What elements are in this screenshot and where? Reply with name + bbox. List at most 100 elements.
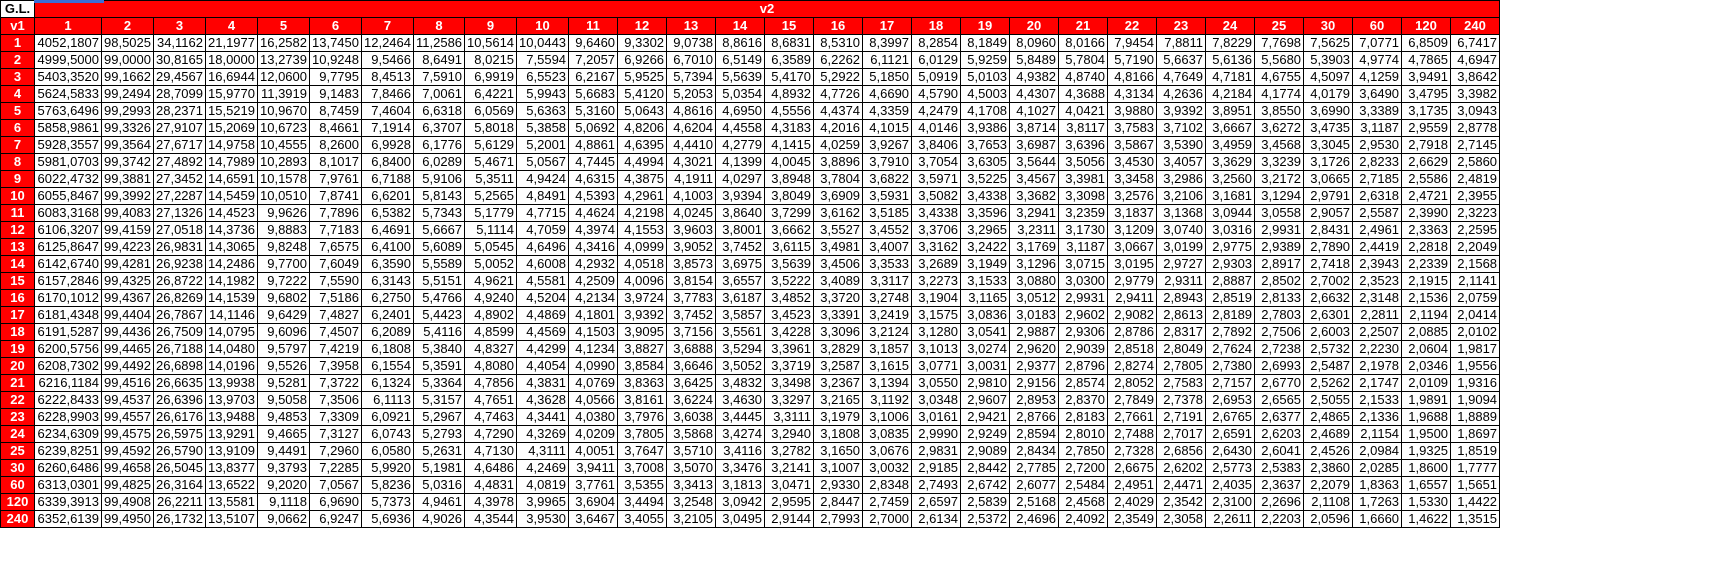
table-cell[interactable]: 3,0836: [960, 306, 1011, 324]
table-cell[interactable]: 2,4721: [1401, 187, 1452, 205]
table-cell[interactable]: 4,1003: [666, 187, 717, 205]
table-cell[interactable]: 3,0199: [1156, 238, 1207, 256]
table-cell[interactable]: 27,6717: [153, 136, 206, 154]
table-cell[interactable]: 4,5097: [1303, 68, 1354, 86]
table-cell[interactable]: 99,4083: [101, 204, 154, 222]
table-cell[interactable]: 5,2001: [516, 136, 570, 154]
table-cell[interactable]: 2,5586: [1401, 170, 1452, 188]
table-cell[interactable]: 3,6467: [568, 510, 619, 528]
table-cell[interactable]: 6,0129: [911, 51, 962, 69]
table-cell[interactable]: 2,9411: [1107, 289, 1158, 307]
table-cell[interactable]: 99,4223: [101, 238, 154, 256]
table-cell[interactable]: 6142,6740: [34, 255, 102, 273]
table-cell[interactable]: 4,1553: [617, 221, 668, 239]
table-cell[interactable]: 3,3719: [764, 357, 815, 375]
table-cell[interactable]: 3,4981: [813, 238, 864, 256]
table-cell[interactable]: 9,2020: [257, 476, 310, 494]
table-cell[interactable]: 5,4671: [464, 153, 518, 171]
table-cell[interactable]: 6,1121: [862, 51, 913, 69]
column-header-v2-18[interactable]: 18: [911, 17, 962, 35]
table-cell[interactable]: 5,5680: [1254, 51, 1305, 69]
table-cell[interactable]: 2,1141: [1450, 272, 1501, 290]
table-cell[interactable]: 4,4307: [1009, 85, 1060, 103]
table-cell[interactable]: 2,7418: [1303, 255, 1354, 273]
table-cell[interactable]: 2,8887: [1205, 272, 1256, 290]
table-cell[interactable]: 2,7488: [1107, 425, 1158, 443]
row-header-v1[interactable]: 25: [0, 442, 35, 460]
column-header-v2-24[interactable]: 24: [1205, 17, 1256, 35]
table-cell[interactable]: 3,9095: [617, 323, 668, 341]
table-cell[interactable]: 5,7394: [666, 68, 717, 86]
table-cell[interactable]: 3,5052: [715, 357, 766, 375]
column-header-v2-19[interactable]: 19: [960, 17, 1011, 35]
table-cell[interactable]: 3,6162: [813, 204, 864, 222]
column-header-v2-21[interactable]: 21: [1058, 17, 1109, 35]
table-cell[interactable]: 4,5556: [764, 102, 815, 120]
table-cell[interactable]: 2,7002: [1303, 272, 1354, 290]
table-cell[interactable]: 7,9761: [309, 170, 362, 188]
table-cell[interactable]: 4,5204: [516, 289, 570, 307]
table-cell[interactable]: 27,9107: [153, 119, 206, 137]
column-header-v2-1[interactable]: 1: [34, 17, 102, 35]
table-cell[interactable]: 2,7493: [911, 476, 962, 494]
table-cell[interactable]: 4,6008: [516, 255, 570, 273]
table-cell[interactable]: 2,6591: [1205, 425, 1256, 443]
table-cell[interactable]: 99,3564: [101, 136, 154, 154]
table-cell[interactable]: 3,4630: [715, 391, 766, 409]
table-cell[interactable]: 9,3793: [257, 459, 310, 477]
row-header-v1[interactable]: 2: [0, 51, 35, 69]
table-cell[interactable]: 3,1187: [1352, 119, 1403, 137]
table-cell[interactable]: 3,1368: [1156, 204, 1207, 222]
table-cell[interactable]: 3,3982: [1450, 85, 1501, 103]
table-cell[interactable]: 2,0984: [1352, 442, 1403, 460]
table-cell[interactable]: 2,6377: [1254, 408, 1305, 426]
table-cell[interactable]: 5,2565: [464, 187, 518, 205]
table-cell[interactable]: 3,1857: [862, 340, 913, 358]
column-header-v2-17[interactable]: 17: [862, 17, 913, 35]
table-cell[interactable]: 2,6597: [911, 493, 962, 511]
table-cell[interactable]: 14,3736: [205, 221, 258, 239]
table-cell[interactable]: 2,6632: [1303, 289, 1354, 307]
table-cell[interactable]: 3,1726: [1303, 153, 1354, 171]
table-cell[interactable]: 9,4665: [257, 425, 310, 443]
table-cell[interactable]: 2,9082: [1107, 306, 1158, 324]
table-cell[interactable]: 26,8722: [153, 272, 206, 290]
table-cell[interactable]: 2,2611: [1205, 510, 1256, 528]
table-cell[interactable]: 3,7647: [617, 442, 668, 460]
table-cell[interactable]: 3,0715: [1058, 255, 1109, 273]
table-cell[interactable]: 3,8161: [617, 391, 668, 409]
table-cell[interactable]: 3,0300: [1058, 272, 1109, 290]
table-cell[interactable]: 3,4228: [764, 323, 815, 341]
table-cell[interactable]: 2,9530: [1352, 136, 1403, 154]
table-cell[interactable]: 26,7867: [153, 306, 206, 324]
table-cell[interactable]: 6,9247: [309, 510, 362, 528]
table-cell[interactable]: 2,8274: [1107, 357, 1158, 375]
table-cell[interactable]: 2,1336: [1352, 408, 1403, 426]
table-cell[interactable]: 1,9325: [1401, 442, 1452, 460]
table-cell[interactable]: 5,7190: [1107, 51, 1158, 69]
table-cell[interactable]: 3,0541: [960, 323, 1011, 341]
table-cell[interactable]: 4,8740: [1058, 68, 1109, 86]
table-cell[interactable]: 3,5644: [1009, 153, 1060, 171]
table-cell[interactable]: 4,0297: [715, 170, 766, 188]
table-cell[interactable]: 5,9920: [361, 459, 414, 477]
table-cell[interactable]: 6022,4732: [34, 170, 102, 188]
table-cell[interactable]: 3,7583: [1107, 119, 1158, 137]
table-cell[interactable]: 7,3127: [309, 425, 362, 443]
table-cell[interactable]: 2,1747: [1352, 374, 1403, 392]
table-cell[interactable]: 13,5581: [205, 493, 258, 511]
table-cell[interactable]: 3,4055: [617, 510, 668, 528]
table-cell[interactable]: 2,8518: [1107, 340, 1158, 358]
table-cell[interactable]: 6,2262: [813, 51, 864, 69]
table-cell[interactable]: 3,6396: [1058, 136, 1109, 154]
table-cell[interactable]: 2,2818: [1401, 238, 1452, 256]
table-cell[interactable]: 2,3955: [1450, 187, 1501, 205]
table-cell[interactable]: 14,9758: [205, 136, 258, 154]
table-cell[interactable]: 9,4491: [257, 442, 310, 460]
table-cell[interactable]: 10,9248: [309, 51, 362, 69]
table-cell[interactable]: 3,7761: [568, 476, 619, 494]
table-cell[interactable]: 2,6765: [1205, 408, 1256, 426]
table-cell[interactable]: 3,0740: [1156, 221, 1207, 239]
table-cell[interactable]: 3,0348: [911, 391, 962, 409]
table-cell[interactable]: 4,5393: [568, 187, 619, 205]
